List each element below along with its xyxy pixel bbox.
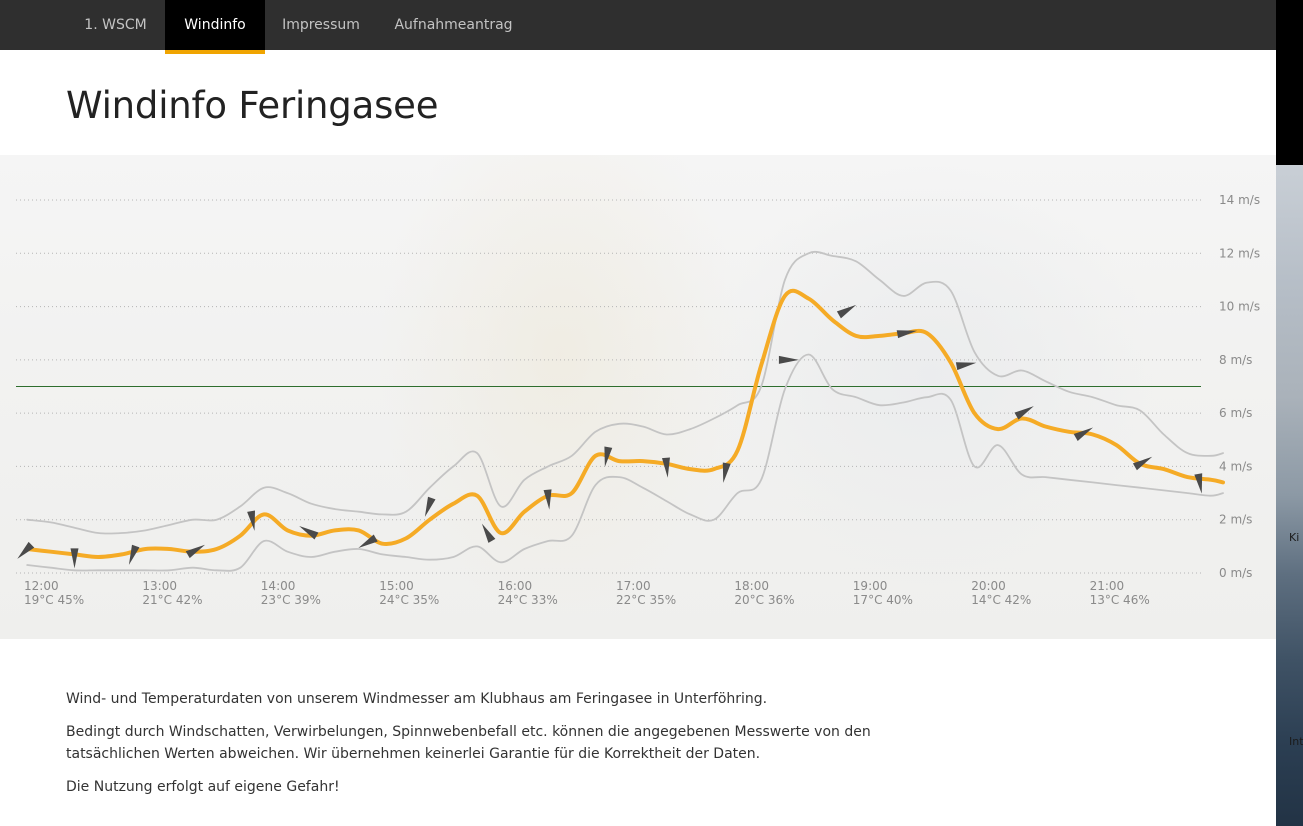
wind-direction-arrow	[1073, 427, 1094, 441]
series-line-average	[25, 288, 1225, 559]
wind-direction-arrow	[17, 541, 35, 559]
y-tick-label: 0 m/s	[1219, 566, 1252, 580]
y-tick-label: 6 m/s	[1219, 406, 1252, 420]
wind-direction-arrow	[299, 526, 319, 540]
x-tick-time: 18:00	[734, 579, 769, 593]
wind-direction-arrow	[70, 548, 79, 569]
wind-direction-arrow	[604, 446, 613, 467]
y-tick-label: 12 m/s	[1219, 246, 1260, 260]
x-tick-time: 17:00	[616, 579, 651, 593]
wind-direction-arrow	[722, 462, 731, 483]
x-tick-time: 19:00	[853, 579, 888, 593]
x-tick-time: 12:00	[24, 579, 59, 593]
description-disclaimer-line2: tatsächlichen Werten abweichen. Wir über…	[66, 746, 761, 762]
wind-direction-arrow	[778, 355, 799, 364]
wind-direction-arrow	[1014, 406, 1034, 420]
x-tick-weather: 21°C 42%	[142, 593, 202, 607]
background-sea-image	[1276, 165, 1303, 826]
x-tick-time: 13:00	[142, 579, 177, 593]
x-tick-weather: 14°C 42%	[971, 593, 1031, 607]
y-tick-label: 2 m/s	[1219, 513, 1252, 527]
wind-direction-arrow	[481, 523, 496, 543]
wind-direction-arrow	[661, 457, 670, 478]
wind-direction-arrow	[1194, 473, 1203, 494]
description-warning: Die Nutzung erfolgt auf eigene Gefahr!	[66, 779, 340, 795]
edge-text-bottom: Int	[1289, 735, 1303, 748]
x-tick-time: 16:00	[498, 579, 533, 593]
x-tick-weather: 24°C 35%	[379, 593, 439, 607]
y-tick-label: 10 m/s	[1219, 300, 1260, 314]
nav-item-windinfo[interactable]: Windinfo	[165, 0, 265, 54]
x-tick-time: 15:00	[379, 579, 414, 593]
edge-text-top: Ki	[1289, 531, 1300, 544]
x-tick-weather: 23°C 39%	[261, 593, 321, 607]
y-tick-label: 14 m/s	[1219, 193, 1260, 207]
wind-direction-arrow	[247, 510, 255, 531]
description-intro: Wind- und Temperaturdaten von unserem Wi…	[66, 691, 768, 707]
page-title: Windinfo Feringasee	[66, 84, 439, 127]
x-tick-weather: 17°C 40%	[853, 593, 913, 607]
nav-item-impressum[interactable]: Impressum	[282, 17, 360, 33]
series-line-gust	[26, 250, 1224, 535]
x-tick-time: 20:00	[971, 579, 1006, 593]
x-tick-weather: 22°C 35%	[616, 593, 676, 607]
wind-direction-arrow	[836, 304, 857, 319]
wind-direction-arrow	[358, 534, 378, 548]
series-line-minimum	[26, 353, 1224, 572]
y-tick-label: 4 m/s	[1219, 459, 1252, 473]
wind-direction-arrow	[185, 544, 206, 559]
wind-direction-arrow	[128, 544, 140, 565]
background-edge-strip: Ki Int	[1276, 0, 1303, 826]
wind-direction-arrow	[896, 330, 918, 339]
wind-direction-arrow	[1132, 456, 1153, 471]
x-tick-time: 14:00	[261, 579, 296, 593]
wind-chart-svg: 0 m/s 2 m/s 4 m/s 6 m/s 8 m/s 10 m/s 12 m/s 14 …	[16, 193, 1260, 607]
description-disclaimer-line1: Bedingt durch Windschatten, Verwirbelung…	[66, 724, 871, 740]
x-tick-weather: 13°C 46%	[1090, 593, 1150, 607]
nav-item-aufnahmeantrag[interactable]: Aufnahmeantrag	[394, 17, 513, 33]
wind-direction-arrow	[424, 496, 436, 517]
wind-direction-arrow	[955, 362, 977, 371]
wind-direction-arrow	[543, 489, 552, 510]
nav-item-wscm[interactable]: 1. WSCM	[84, 17, 147, 33]
top-navbar: 1. WSCM Windinfo Impressum Aufnahmeantra…	[0, 0, 1276, 54]
y-tick-label: 8 m/s	[1219, 353, 1252, 367]
x-tick-weather: 24°C 33%	[498, 593, 558, 607]
x-tick-time: 21:00	[1090, 579, 1125, 593]
x-tick-weather: 19°C 45%	[24, 593, 84, 607]
x-tick-weather: 20°C 36%	[734, 593, 794, 607]
wind-chart: 0 m/s 2 m/s 4 m/s 6 m/s 8 m/s 10 m/s 12 m/s 14 …	[0, 155, 1276, 639]
